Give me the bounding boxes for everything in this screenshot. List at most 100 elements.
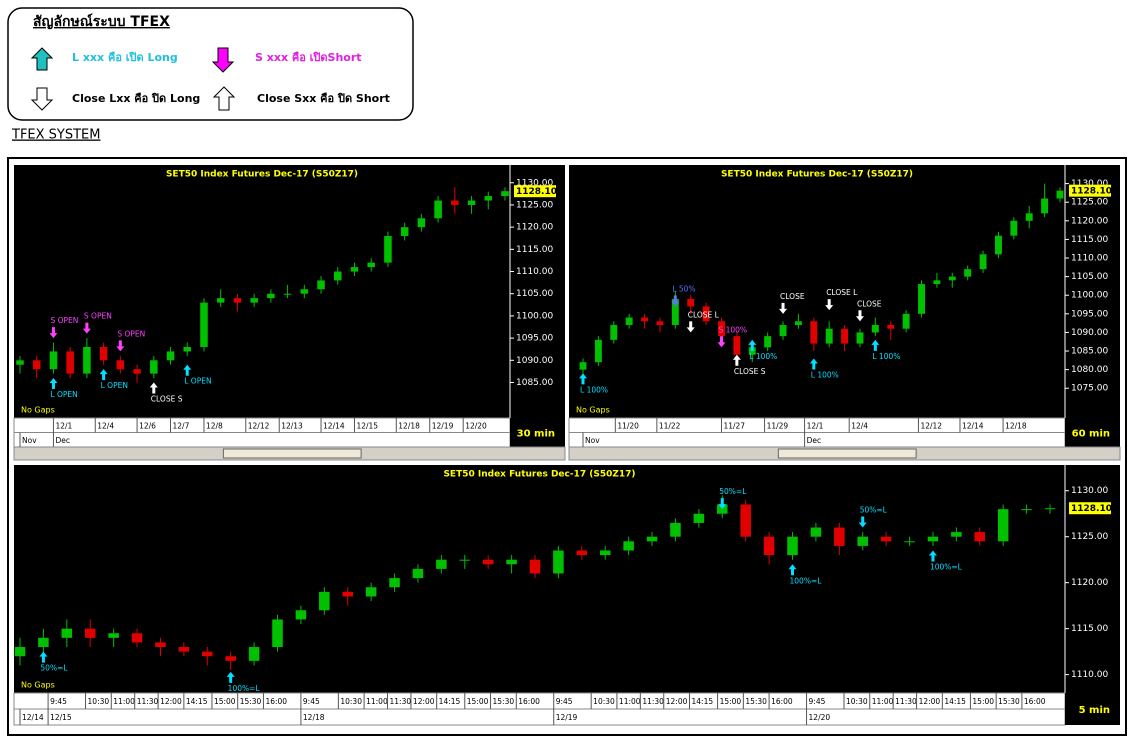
y-tick-label: 1085.00 xyxy=(1071,347,1108,357)
candle-body xyxy=(1041,198,1049,214)
candle-body xyxy=(200,302,208,347)
signal-label: L 50% xyxy=(672,284,695,293)
y-tick-label: 1130.00 xyxy=(1071,179,1108,189)
candle-body xyxy=(1056,190,1064,199)
y-tick-label: 1125.00 xyxy=(1071,198,1108,208)
signal-label: CLOSE xyxy=(857,299,882,308)
x-tick-label: 10:30 xyxy=(846,697,868,706)
x-tick-label: Nov xyxy=(22,436,37,445)
candle-body xyxy=(948,276,956,281)
x-tick-label: 12/6 xyxy=(139,421,156,430)
interval: 30 min xyxy=(517,429,555,440)
x-tick-label: 9:45 xyxy=(809,697,826,706)
x-tick-label: 14:15 xyxy=(944,697,966,706)
x-tick-label: 9:45 xyxy=(303,697,320,706)
candle-body xyxy=(317,280,325,290)
last-price-box xyxy=(514,185,556,198)
candle-body xyxy=(671,298,679,325)
legend-arrow xyxy=(211,47,235,73)
signal-label: 100%=L xyxy=(228,684,261,693)
x-tick-label: 12/18 xyxy=(398,421,420,430)
candle-body xyxy=(933,280,941,285)
candle-body xyxy=(365,587,377,597)
candle-body xyxy=(553,550,564,574)
chart-title: SET50 Index Futures Dec-17 (S50Z17) xyxy=(721,170,913,180)
plot-area xyxy=(14,165,565,418)
y-tick-label: 1105.00 xyxy=(1071,272,1108,282)
candle-body xyxy=(880,536,892,542)
last-price-box xyxy=(1069,502,1111,515)
candle-body xyxy=(841,328,849,344)
candle-body xyxy=(166,351,175,361)
candle-body xyxy=(84,628,96,638)
x-tick-label: 12/18 xyxy=(1005,421,1027,430)
signal-label: 50%=L xyxy=(719,487,747,496)
signal-label: L 100% xyxy=(580,385,608,394)
x-tick-label: 14:15 xyxy=(186,697,208,706)
candle-body xyxy=(656,321,664,325)
x-tick-label: 15:00 xyxy=(972,697,994,706)
signal-label: 100%=L xyxy=(790,576,823,585)
x-tick-label: 15:00 xyxy=(467,697,489,706)
signal-label: L 100% xyxy=(872,352,900,361)
signal-label: CLOSE S xyxy=(734,367,766,376)
y-tick-label: 1110.00 xyxy=(1071,254,1108,264)
candle-body xyxy=(646,536,658,542)
candle-body xyxy=(434,200,442,219)
candle-body xyxy=(350,267,359,272)
y-tick-label: 1115.00 xyxy=(1071,235,1108,245)
candle-body xyxy=(623,541,634,551)
candle-body xyxy=(202,651,213,657)
x-tick-label: 16:00 xyxy=(518,697,540,706)
y-tick-label: 1115.00 xyxy=(1071,624,1108,634)
candle-body xyxy=(856,332,864,344)
signal-arrow xyxy=(858,516,867,528)
x-tick-label: 15:30 xyxy=(745,697,767,706)
signal-arrow xyxy=(871,339,880,351)
candle-body xyxy=(579,362,587,370)
candle-body xyxy=(295,610,307,620)
scroll-thumb[interactable] xyxy=(777,448,917,459)
scroll-thumb[interactable] xyxy=(222,448,362,459)
candle-body xyxy=(779,324,787,337)
candle-body xyxy=(974,532,986,542)
candle-body xyxy=(599,550,611,556)
legend-arrow xyxy=(30,87,54,111)
candle-body xyxy=(32,360,41,370)
x-tick-label: 12:00 xyxy=(919,697,941,706)
x-tick-label: 10:30 xyxy=(88,697,110,706)
candle-body xyxy=(150,360,158,374)
candle-body xyxy=(794,321,802,325)
candle-body xyxy=(594,339,602,363)
x-tick-label: 12:00 xyxy=(160,697,182,706)
candle-body xyxy=(834,527,845,546)
signal-arrow xyxy=(779,302,788,314)
candle-body xyxy=(467,200,476,205)
candle-body xyxy=(641,317,649,322)
signal-label: 50%=L xyxy=(860,506,888,515)
legend-item: L xxx คือ เปิด Long xyxy=(72,51,178,64)
y-tick-label: 1105.00 xyxy=(516,289,553,299)
candle-body xyxy=(871,324,879,333)
candle-body xyxy=(248,647,260,661)
x-tick-label: 11/27 xyxy=(723,421,745,430)
x-tick-label: 12/4 xyxy=(851,421,868,430)
candle-body xyxy=(918,284,925,314)
x-tick-label: 11:30 xyxy=(390,697,412,706)
y-tick-label: 1120.00 xyxy=(1071,216,1108,226)
candle-body xyxy=(451,200,459,205)
legend-arrow xyxy=(30,47,54,71)
signal-arrow xyxy=(732,354,741,366)
candle-body xyxy=(1010,220,1018,236)
section-title: TFEX SYSTEM xyxy=(11,128,101,143)
x-tick-label: 9:45 xyxy=(50,697,67,706)
signal-label: CLOSE L xyxy=(826,288,858,297)
x-tick-label: 11:30 xyxy=(137,697,159,706)
signal-arrow xyxy=(39,651,48,663)
candle-body xyxy=(702,306,710,322)
legend-item: Close Sxx คือ ปิด Short xyxy=(257,92,390,105)
candle-body xyxy=(576,550,588,556)
candle-body xyxy=(272,619,283,648)
candle-body xyxy=(810,527,822,537)
legend-item: Close Lxx คือ ปิด Long xyxy=(72,92,200,105)
